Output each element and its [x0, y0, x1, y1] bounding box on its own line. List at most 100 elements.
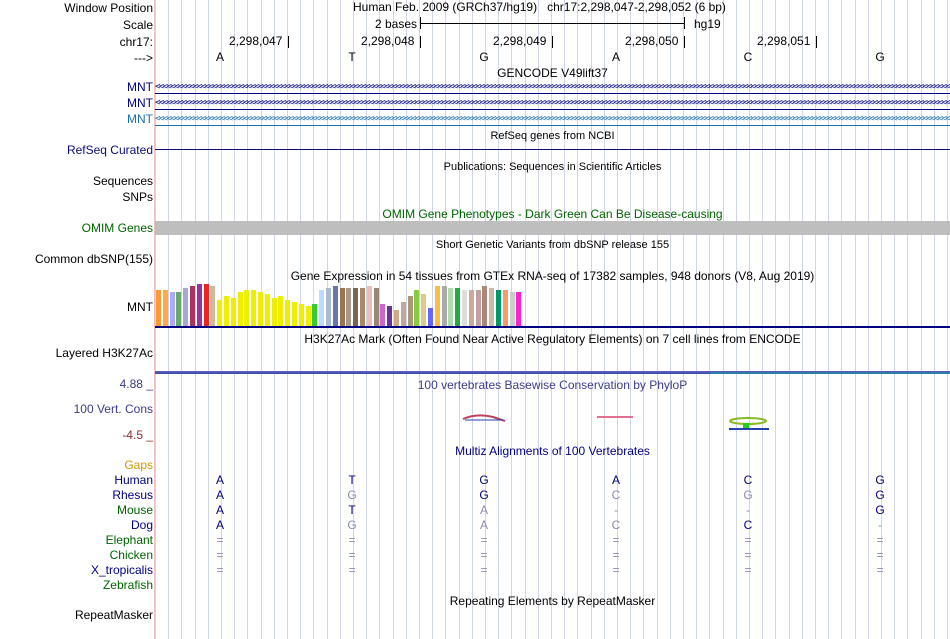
gtex-tissue-bar[interactable] — [292, 302, 297, 326]
gtex-tissue-bar[interactable] — [414, 290, 420, 326]
gtex-tissue-bar[interactable] — [448, 288, 454, 326]
refseq-gene-mnt[interactable] — [155, 149, 950, 150]
gtex-tissue-bar[interactable] — [319, 290, 325, 326]
gtex-tissue-bar[interactable] — [190, 286, 195, 326]
gtex-tissue-bar[interactable] — [156, 290, 161, 326]
gencode-transcript-mnt-3[interactable]: <<<<<<<<<<<<<<<<<<<<<<<<<<<<<<<<<<<<<<<<… — [155, 115, 950, 126]
gtex-tissue-bar[interactable] — [496, 290, 501, 326]
gtex-tissue-bar[interactable] — [162, 290, 168, 326]
gtex-tissue-bar[interactable] — [285, 300, 291, 326]
gtex-tissue-bar[interactable] — [489, 288, 495, 326]
species-label-mouse: Mouse — [116, 503, 153, 517]
alignment-base: = — [876, 533, 884, 547]
repeatmasker-track-label[interactable]: RepeatMasker — [74, 608, 153, 622]
gtex-tissue-bar[interactable] — [244, 290, 250, 326]
cons-track-label[interactable]: 100 Vert. Cons — [73, 402, 153, 416]
omim-track-label[interactable]: OMIM Genes — [81, 221, 153, 235]
gtex-tissue-bar[interactable] — [428, 308, 433, 326]
scale-bar-line — [420, 23, 684, 24]
alignment-base: = — [876, 548, 884, 562]
gtex-tissue-bar[interactable] — [251, 290, 257, 326]
omim-gene-bar[interactable] — [155, 221, 950, 235]
gtex-tissue-bar[interactable] — [258, 292, 263, 326]
gtex-tissue-bar[interactable] — [305, 306, 311, 326]
sequences-track-label[interactable]: Sequences — [92, 174, 153, 188]
gencode-track-label-2[interactable]: MNT — [127, 96, 153, 110]
gtex-tissue-bar[interactable] — [346, 288, 352, 326]
gtex-tissue-bar[interactable] — [203, 284, 209, 326]
gtex-track-label[interactable]: MNT — [127, 300, 153, 314]
alignment-base: = — [348, 563, 356, 577]
track-label-column: Window Position Scale chr17: ---> MNT MN… — [0, 0, 155, 639]
gtex-tissue-bar[interactable] — [353, 288, 359, 326]
gtex-tissue-bar[interactable] — [176, 292, 182, 326]
gtex-tissue-bar[interactable] — [373, 288, 379, 326]
gtex-tissue-bar[interactable] — [502, 290, 508, 326]
base-position-ruler[interactable]: 2,298,047 2,298,048 2,298,049 2,298,050 … — [155, 34, 950, 50]
ref-base: T — [348, 50, 356, 64]
cons-min-label: -4.5 _ — [122, 428, 153, 442]
gridline — [670, 0, 671, 639]
gtex-tissue-bar[interactable] — [434, 286, 440, 326]
gtex-tissue-bar[interactable] — [462, 290, 467, 326]
gencode-transcript-mnt-1[interactable]: <<<<<<<<<<<<<<<<<<<<<<<<<<<<<<<<<<<<<<<<… — [155, 83, 950, 94]
gtex-tissue-bar[interactable] — [421, 294, 427, 326]
gtex-tissue-bar[interactable] — [441, 286, 447, 326]
gtex-tissue-bar[interactable] — [380, 304, 386, 326]
gtex-tissue-bar[interactable] — [407, 296, 413, 326]
gtex-tissue-bar[interactable] — [482, 286, 488, 326]
gtex-tissue-bar[interactable] — [366, 286, 372, 326]
phylop-plot[interactable] — [155, 395, 950, 435]
gtex-expression-bars[interactable] — [156, 283, 536, 326]
gtex-tissue-bar[interactable] — [516, 292, 522, 326]
alignment-base: = — [744, 548, 752, 562]
gtex-tissue-bar[interactable] — [509, 292, 515, 326]
ref-base: G — [875, 50, 885, 64]
gtex-tissue-bar[interactable] — [394, 310, 399, 326]
h3k27ac-signal[interactable] — [155, 371, 950, 374]
gridline — [907, 0, 908, 639]
gridline — [591, 0, 592, 639]
gridline — [168, 0, 169, 639]
gtex-tissue-bar[interactable] — [298, 304, 304, 326]
gencode-track-label-1[interactable]: MNT — [127, 80, 153, 94]
gtex-tissue-bar[interactable] — [271, 298, 277, 326]
scale-bar-right-tick — [684, 17, 685, 29]
alignment-base: A — [215, 488, 224, 502]
gtex-tissue-bar[interactable] — [326, 288, 331, 326]
gtex-tissue-bar[interactable] — [455, 288, 461, 326]
gtex-tissue-bar[interactable] — [360, 288, 365, 326]
gtex-tissue-bar[interactable] — [468, 290, 474, 326]
gtex-tissue-bar[interactable] — [312, 304, 318, 326]
gtex-tissue-bar[interactable] — [339, 288, 345, 326]
alignment-base: C — [743, 518, 753, 532]
gtex-tissue-bar[interactable] — [196, 284, 202, 326]
multiz-alignment[interactable]: A T G A C G A G G C G G A T A - - G A G A C C - = = = = = = = = = = = = = = = =… — [155, 474, 950, 594]
gtex-tissue-bar[interactable] — [217, 300, 223, 326]
genome-browser-image[interactable]: Human Feb. 2009 (GRCh37/hg19) chr17:2,29… — [155, 0, 950, 639]
gtex-tissue-bar[interactable] — [387, 306, 393, 326]
gtex-tissue-bar[interactable] — [332, 286, 338, 326]
gtex-tissue-bar[interactable] — [210, 286, 216, 326]
h3k27ac-track-label[interactable]: Layered H3K27Ac — [55, 346, 153, 360]
gtex-tissue-bar[interactable] — [237, 292, 243, 326]
refseq-track-label[interactable]: RefSeq Curated — [66, 143, 153, 157]
gridline — [696, 0, 697, 639]
gridline — [551, 0, 552, 639]
gridline — [709, 0, 710, 639]
gtex-tissue-bar[interactable] — [224, 296, 229, 326]
dbsnp-track-label[interactable]: Common dbSNP(155) — [34, 252, 153, 266]
gencode-transcript-mnt-2[interactable]: <<<<<<<<<<<<<<<<<<<<<<<<<<<<<<<<<<<<<<<<… — [155, 99, 950, 110]
gtex-tissue-bar[interactable] — [475, 290, 481, 326]
gencode-track-label-3[interactable]: MNT — [127, 112, 153, 126]
gtex-tissue-bar[interactable] — [400, 302, 406, 326]
gtex-tissue-bar[interactable] — [278, 296, 284, 326]
snps-track-label[interactable]: SNPs — [122, 190, 153, 204]
ref-base: C — [743, 50, 753, 64]
assembly-name: Human Feb. 2009 (GRCh37/hg19) — [353, 0, 538, 14]
gtex-tissue-bar[interactable] — [230, 298, 236, 326]
gtex-tissue-bar[interactable] — [183, 288, 189, 326]
gtex-tissue-bar[interactable] — [169, 292, 175, 326]
gtex-tissue-bar[interactable] — [264, 294, 270, 326]
coord-tick — [816, 36, 817, 48]
